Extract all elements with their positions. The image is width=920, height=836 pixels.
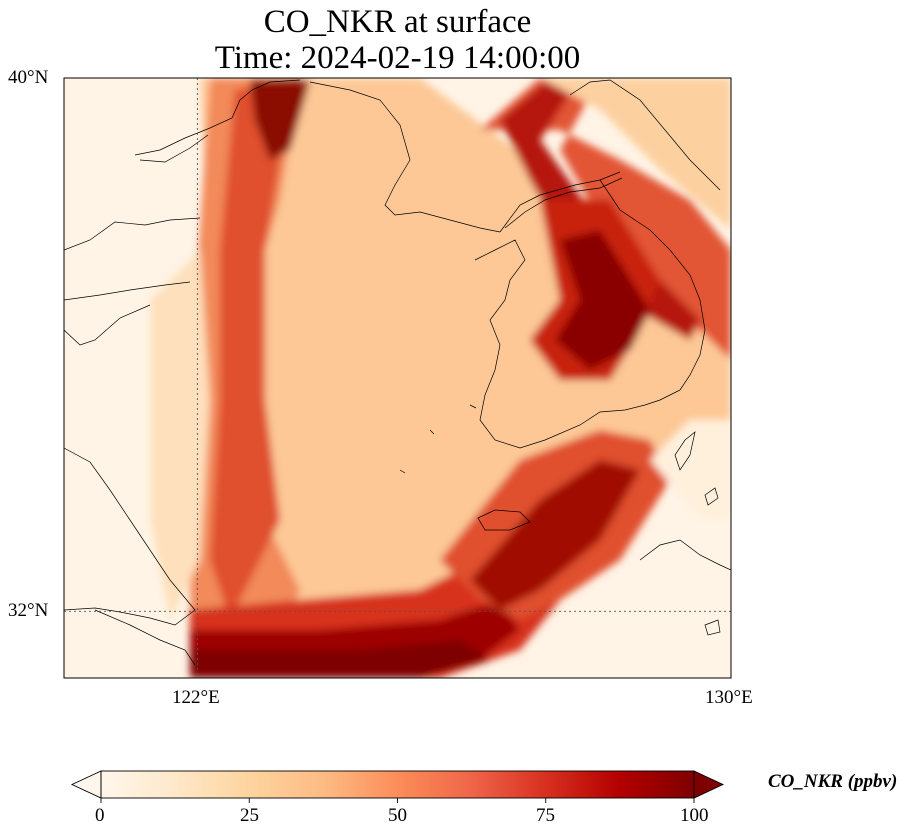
colorbar-label: CO_NKR (ppbv) — [768, 771, 898, 792]
concentration-field — [64, 78, 731, 678]
lat-tick-label-32: 32°N — [8, 600, 49, 621]
colorbar-tick-label-50: 50 — [388, 805, 407, 826]
colorbar-tick-label-75: 75 — [536, 805, 555, 826]
colorbar-tick-label-25: 25 — [240, 805, 259, 826]
colorbar-tick-label-100: 100 — [680, 805, 709, 826]
lon-tick-label-130: 130°E — [705, 687, 753, 708]
map-title-line2: Time: 2024-02-19 14:00:00 — [214, 40, 581, 76]
coastlines — [64, 79, 731, 666]
lon-tick-label-122: 122°E — [172, 687, 220, 708]
lat-tick-label-40: 40°N — [8, 67, 49, 88]
colorbar — [70, 770, 725, 803]
map-title-line1: CO_NKR at surface — [263, 4, 532, 40]
colorbar-tick-label-0: 0 — [95, 805, 105, 826]
map-frame — [63, 77, 732, 679]
